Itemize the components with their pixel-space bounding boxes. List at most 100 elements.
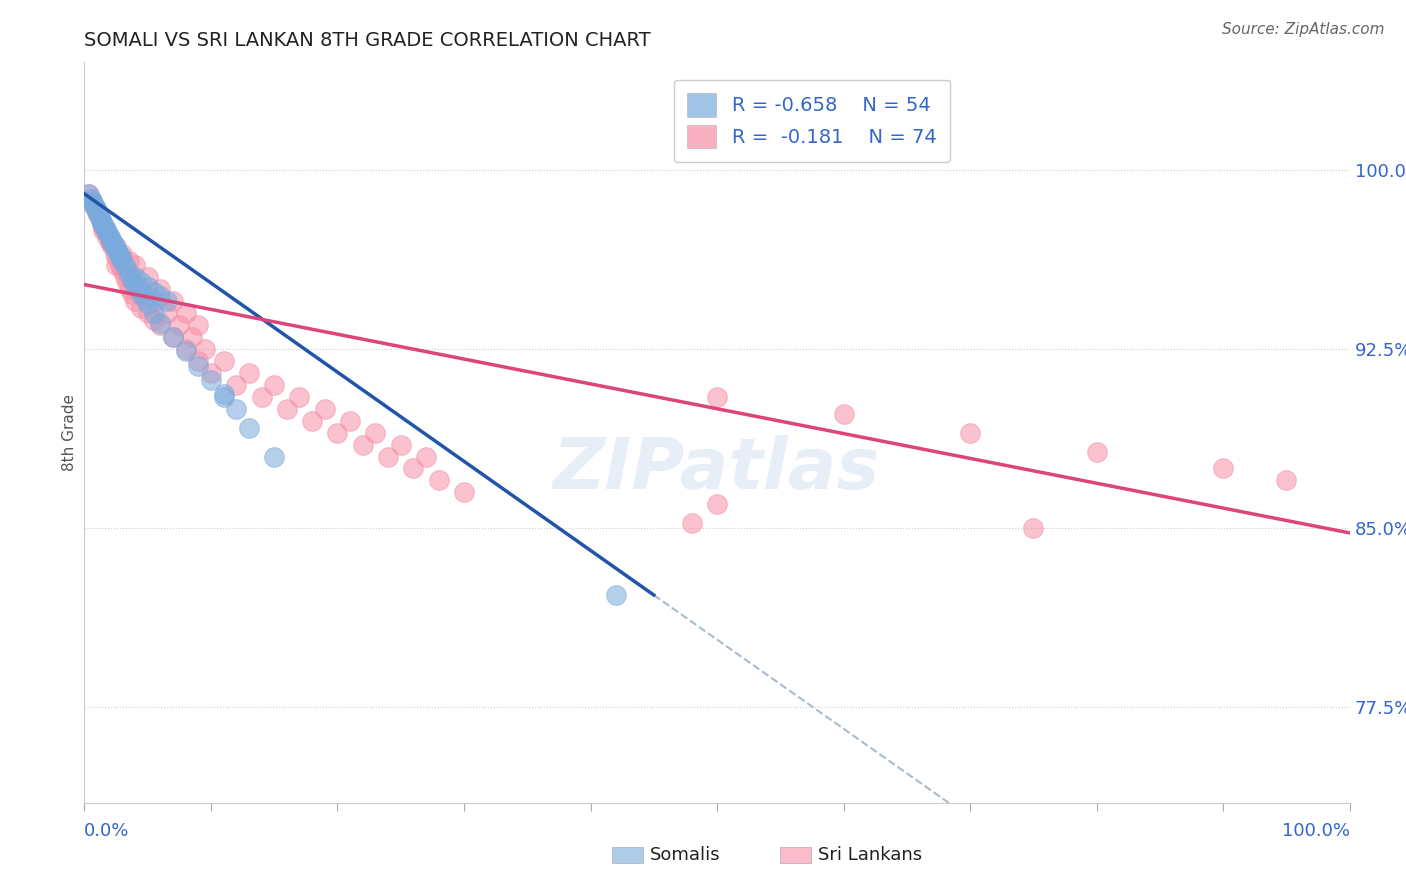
Point: [169, 318, 191, 333]
Point: [352, 437, 374, 451]
Point: [276, 401, 298, 416]
Point: [681, 516, 703, 531]
Point: [194, 342, 217, 356]
Point: [605, 588, 627, 602]
Point: [104, 239, 127, 253]
Point: [174, 306, 197, 320]
Point: [706, 497, 728, 511]
Point: [124, 259, 146, 273]
Point: [105, 259, 127, 273]
Point: [212, 354, 235, 368]
Text: SOMALI VS SRI LANKAN 8TH GRADE CORRELATION CHART: SOMALI VS SRI LANKAN 8TH GRADE CORRELATI…: [84, 30, 651, 50]
Point: [187, 359, 209, 373]
Point: [263, 450, 285, 464]
Point: [389, 437, 412, 451]
Point: [453, 485, 475, 500]
Point: [111, 246, 134, 260]
Point: [162, 330, 184, 344]
Point: [134, 292, 156, 306]
Point: [136, 306, 159, 320]
Point: [212, 390, 235, 404]
Y-axis label: 8th Grade: 8th Grade: [62, 394, 77, 471]
Legend: R = -0.658    N = 54, R =  -0.181    N = 74: R = -0.658 N = 54, R = -0.181 N = 74: [673, 79, 950, 162]
Point: [180, 330, 204, 344]
Text: ZIPatlas: ZIPatlas: [554, 435, 880, 504]
Point: [114, 259, 136, 273]
Point: [98, 229, 121, 244]
Point: [82, 196, 104, 211]
Point: [93, 220, 115, 235]
Point: [101, 235, 124, 249]
Point: [225, 377, 247, 392]
Text: Somalis: Somalis: [650, 847, 720, 864]
Point: [162, 294, 184, 309]
Point: [105, 252, 128, 266]
Point: [200, 373, 222, 387]
Point: [364, 425, 387, 440]
Point: [377, 450, 399, 464]
Point: [96, 225, 118, 239]
Point: [136, 280, 159, 294]
Point: [80, 194, 103, 208]
Point: [121, 287, 143, 301]
Point: [105, 239, 127, 253]
Point: [98, 235, 121, 249]
Point: [100, 232, 122, 246]
Text: 0.0%: 0.0%: [84, 822, 129, 840]
Point: [1212, 461, 1234, 475]
Point: [97, 227, 120, 242]
Point: [86, 206, 108, 220]
Point: [93, 218, 115, 232]
Point: [238, 366, 260, 380]
Point: [149, 289, 172, 303]
Point: [117, 263, 139, 277]
Point: [174, 344, 197, 359]
Point: [129, 287, 153, 301]
Point: [108, 249, 131, 263]
Point: [87, 206, 110, 220]
Point: [149, 318, 172, 333]
Point: [114, 270, 136, 285]
Point: [1275, 474, 1298, 488]
Point: [238, 421, 260, 435]
Point: [129, 282, 153, 296]
Point: [314, 401, 336, 416]
Point: [136, 270, 159, 285]
Point: [118, 282, 141, 296]
Point: [84, 201, 107, 215]
Point: [93, 222, 115, 236]
Point: [200, 366, 222, 380]
Point: [124, 277, 146, 292]
Point: [143, 285, 166, 299]
Point: [93, 222, 115, 236]
Point: [104, 246, 127, 260]
Point: [129, 275, 153, 289]
Point: [124, 270, 146, 285]
Point: [77, 186, 100, 201]
Text: 100.0%: 100.0%: [1282, 822, 1350, 840]
Point: [174, 342, 197, 356]
Point: [105, 242, 127, 256]
Point: [832, 407, 855, 421]
Point: [80, 194, 103, 208]
Point: [118, 270, 141, 285]
Point: [118, 268, 141, 282]
Point: [86, 203, 108, 218]
Point: [94, 222, 117, 236]
Point: [162, 330, 184, 344]
Point: [103, 236, 125, 251]
Point: [187, 354, 209, 368]
Point: [96, 229, 118, 244]
Point: [108, 259, 131, 273]
Point: [89, 211, 111, 225]
Point: [117, 275, 139, 289]
Text: Sri Lankans: Sri Lankans: [818, 847, 922, 864]
Point: [402, 461, 425, 475]
Point: [212, 387, 235, 401]
Point: [91, 215, 114, 229]
Point: [118, 253, 141, 268]
Point: [98, 235, 121, 249]
Point: [136, 296, 159, 310]
Point: [83, 199, 105, 213]
Point: [415, 450, 437, 464]
